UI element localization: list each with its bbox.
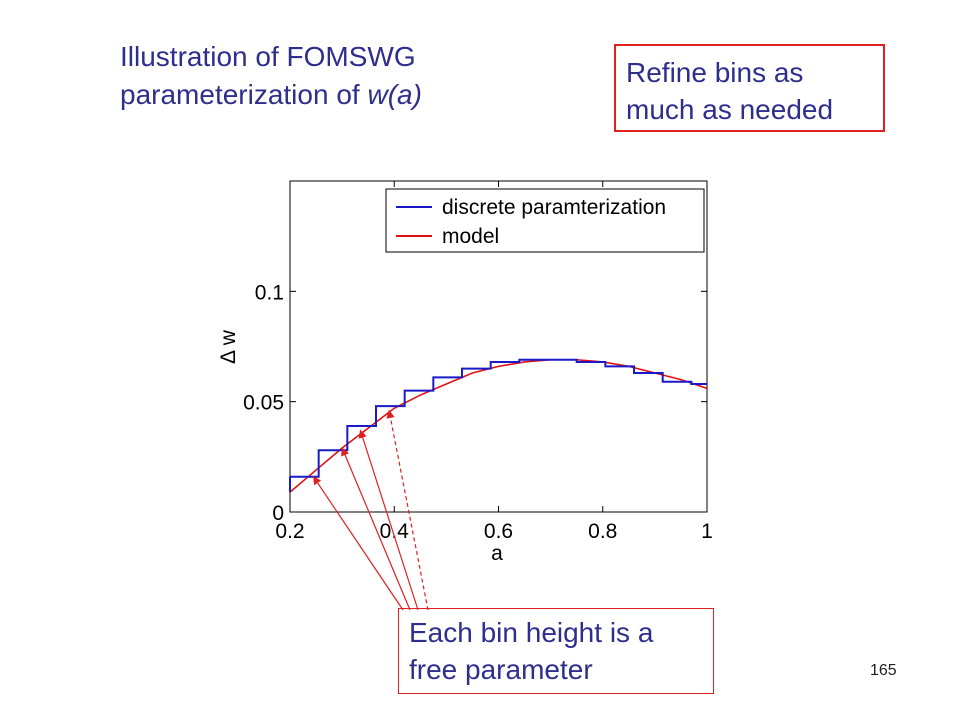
y-tick-label: 0.05	[243, 392, 284, 415]
annotation-arrow	[386, 409, 429, 611]
callout-bottom-line2: free parameter	[409, 654, 593, 685]
annotation-arrow	[341, 447, 411, 611]
callout-refine-bins: Refine bins as much as needed	[614, 44, 885, 132]
x-tick-label: 0.2	[275, 520, 304, 543]
legend-label-discrete: discrete paramterization	[442, 196, 666, 219]
slide-title: Illustration of FOMSWG parameterization …	[120, 38, 560, 114]
x-tick-label: 1	[701, 520, 713, 543]
annotation-arrow	[312, 475, 404, 611]
legend-label-model: model	[442, 225, 499, 248]
slide-title-italic: w(a)	[367, 79, 422, 110]
callout-bottom-line1: Each bin height is a	[409, 617, 654, 648]
legend: discrete paramterization model	[385, 188, 705, 253]
callout-top-line2: much as needed	[626, 94, 834, 125]
x-axis-label: a	[491, 542, 503, 565]
x-tick-label: 0.4	[380, 520, 410, 543]
series-discrete-step	[290, 358, 707, 478]
slide-title-line2-text: parameterization of	[120, 79, 368, 110]
x-tick-label: 0.8	[588, 520, 617, 543]
callout-top-line1: Refine bins as	[626, 57, 804, 88]
y-axis-label: Δ w	[217, 329, 240, 364]
y-tick-label: 0.1	[255, 281, 284, 304]
page-number: 165	[870, 662, 897, 679]
x-tick-label: 0.6	[484, 520, 513, 543]
callout-bin-height: Each bin height is a free parameter	[398, 608, 714, 694]
legend-box	[385, 188, 705, 253]
annotation-arrow	[358, 429, 419, 611]
y-tick-label: 0	[272, 502, 284, 525]
annotation-arrows	[312, 409, 429, 611]
slide-title-line1: Illustration of FOMSWG	[120, 41, 416, 72]
slide-title-line2: parameterization of w(a)	[120, 76, 560, 114]
ticks-layer: 0.2 0.4 0.6 0.8 1 0 0.05 0.1	[243, 181, 713, 543]
